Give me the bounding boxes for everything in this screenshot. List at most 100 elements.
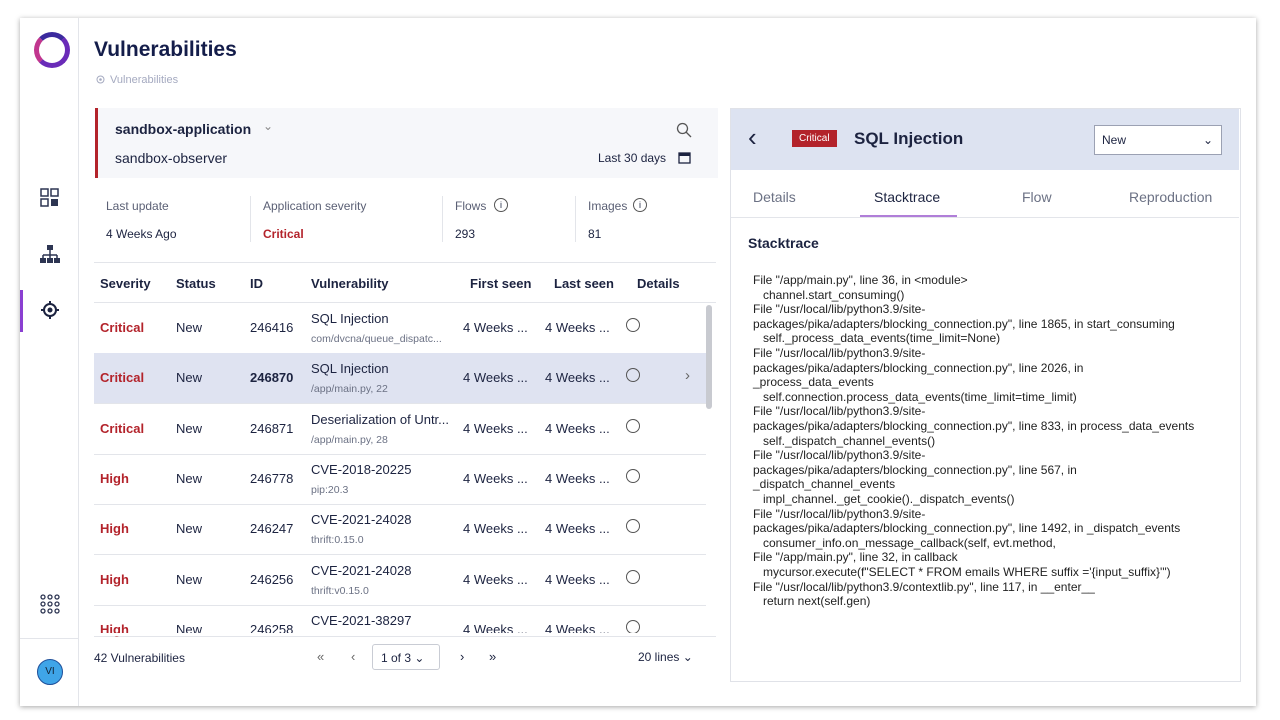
logo[interactable]	[34, 32, 70, 68]
tab[interactable]: Details	[753, 189, 796, 205]
last-page[interactable]: »	[489, 649, 497, 664]
page-label: 1 of 3	[381, 651, 412, 665]
scrollbar[interactable]	[706, 305, 712, 409]
column-header[interactable]: Details	[637, 276, 680, 291]
result-count: 42 Vulnerabilities	[94, 651, 185, 665]
stacktrace-line: channel.start_consuming()	[753, 287, 905, 302]
details-icon[interactable]	[626, 418, 640, 433]
stat-value: 81	[588, 227, 602, 241]
stacktrace-line: self._process_data_events(time_limit=Non…	[753, 331, 1001, 346]
vulnerability-location: thrift:0.15.0	[311, 534, 364, 547]
topology-icon[interactable]	[40, 244, 60, 264]
column-header[interactable]: First seen	[470, 276, 532, 291]
stat-label: Application severity	[263, 199, 367, 213]
sidebar-separator	[20, 638, 78, 639]
stat-divider	[575, 196, 576, 242]
vulnerability-id: 246870	[250, 370, 294, 386]
table-row[interactable]	[94, 404, 706, 455]
stacktrace-line: packages/pika/adapters/blocking_connecti…	[753, 521, 1181, 536]
stacktrace-line: _dispatch_channel_events	[753, 477, 896, 492]
stacktrace-line: File "/usr/local/lib/python3.9/site-	[753, 404, 926, 419]
stacktrace-line: self.connection.process_data_events(time…	[753, 389, 1077, 404]
first-seen: 4 Weeks ...	[463, 370, 528, 386]
first-seen: 4 Weeks ...	[463, 521, 528, 537]
vulnerability-name: CVE-2021-24028	[311, 562, 412, 578]
table-header-bottom	[94, 302, 716, 303]
last-seen: 4 Weeks ...	[545, 470, 610, 486]
vulnerability-id: 246778	[250, 470, 294, 486]
breadcrumb[interactable]: Vulnerabilities	[110, 74, 179, 86]
detail-title: SQL Injection	[854, 129, 964, 148]
application-box	[95, 108, 718, 178]
first-page[interactable]: «	[317, 649, 325, 664]
last-seen: 4 Weeks ...	[545, 571, 610, 587]
table-row[interactable]	[94, 555, 706, 606]
vulnerabilities-icon[interactable]	[40, 300, 60, 320]
details-icon[interactable]	[626, 519, 640, 534]
column-header[interactable]: Status	[176, 276, 216, 291]
column-header[interactable]: Severity	[100, 276, 151, 291]
sidebar-divider	[78, 18, 79, 706]
tab[interactable]: Stacktrace	[874, 189, 941, 205]
apps-icon[interactable]	[40, 594, 60, 614]
first-seen: 4 Weeks ...	[463, 320, 528, 335]
application-name[interactable]: sandbox-application	[115, 121, 252, 137]
status: New	[176, 320, 203, 335]
detail-panel	[730, 108, 1241, 682]
active-tab-underline	[860, 215, 957, 217]
section-title: Stacktrace	[748, 235, 819, 251]
stacktrace-line: packages/pika/adapters/blocking_connecti…	[753, 316, 1175, 331]
vulnerability-name: Deserialization of Untr...	[311, 411, 450, 427]
table-row[interactable]	[94, 504, 706, 556]
column-header[interactable]: Last seen	[554, 276, 614, 291]
first-seen: 4 Weeks ...	[463, 571, 528, 587]
details-icon[interactable]	[626, 318, 640, 332]
details-icon[interactable]	[626, 569, 640, 584]
lines-select[interactable]: 20 lines ⌄	[638, 650, 693, 664]
last-seen: 4 Weeks ...	[545, 521, 610, 537]
row-arrow[interactable]: ›	[685, 367, 690, 385]
details-icon[interactable]	[626, 619, 640, 634]
back-button[interactable]: ‹	[748, 122, 757, 152]
details-icon[interactable]	[626, 468, 640, 483]
details-icon[interactable]	[626, 368, 640, 383]
stat-label: Flows	[455, 199, 487, 213]
tab[interactable]: Flow	[1022, 189, 1052, 205]
stat-label: Images	[588, 199, 628, 213]
stacktrace-line: File "/usr/local/lib/python3.9/site-	[753, 302, 926, 317]
vulnerability-id: 246247	[250, 521, 294, 537]
next-page[interactable]: ›	[460, 649, 465, 664]
chevron: ⌄	[263, 119, 274, 133]
status: New	[176, 370, 203, 386]
stacktrace-line: _process_data_events	[753, 375, 874, 390]
vulnerability-id: 246871	[250, 420, 294, 436]
stacktrace-line: File "/app/main.py", line 36, in <module…	[753, 273, 968, 287]
search-icon[interactable]	[676, 122, 692, 138]
status: New	[176, 420, 203, 436]
tab[interactable]: Reproduction	[1129, 189, 1213, 205]
date-range[interactable]: Last 30 days	[598, 151, 667, 165]
column-header[interactable]: ID	[250, 276, 263, 291]
chevron: ⌄	[1202, 133, 1213, 147]
dashboard-icon[interactable]	[40, 188, 60, 208]
severity: High	[100, 571, 129, 587]
observer-name: sandbox-observer	[115, 150, 228, 166]
stat-divider	[250, 196, 251, 242]
last-seen: 4 Weeks ...	[545, 320, 610, 335]
stat-value: 293	[455, 227, 476, 241]
table-row[interactable]	[94, 353, 706, 405]
severity: High	[100, 521, 129, 537]
vulnerability-id: 246416	[250, 320, 294, 335]
status-select[interactable]: New ⌄	[1094, 125, 1222, 155]
page-select[interactable]: 1 of 3 ⌄	[372, 644, 440, 670]
prev-page[interactable]: ‹	[351, 649, 356, 664]
table-row[interactable]	[94, 454, 706, 505]
stacktrace-line: packages/pika/adapters/blocking_connecti…	[753, 360, 1084, 375]
first-seen: 4 Weeks ...	[463, 420, 528, 436]
user-avatar[interactable]: VI	[37, 659, 63, 685]
vulnerability-name: SQL Injection	[311, 361, 389, 377]
column-header[interactable]: Vulnerability	[311, 276, 389, 291]
vulnerability-location: com/dvcna/queue_dispatc...	[311, 333, 442, 345]
stacktrace-line: packages/pika/adapters/blocking_connecti…	[753, 419, 1195, 433]
stat-value: Critical	[263, 227, 304, 241]
